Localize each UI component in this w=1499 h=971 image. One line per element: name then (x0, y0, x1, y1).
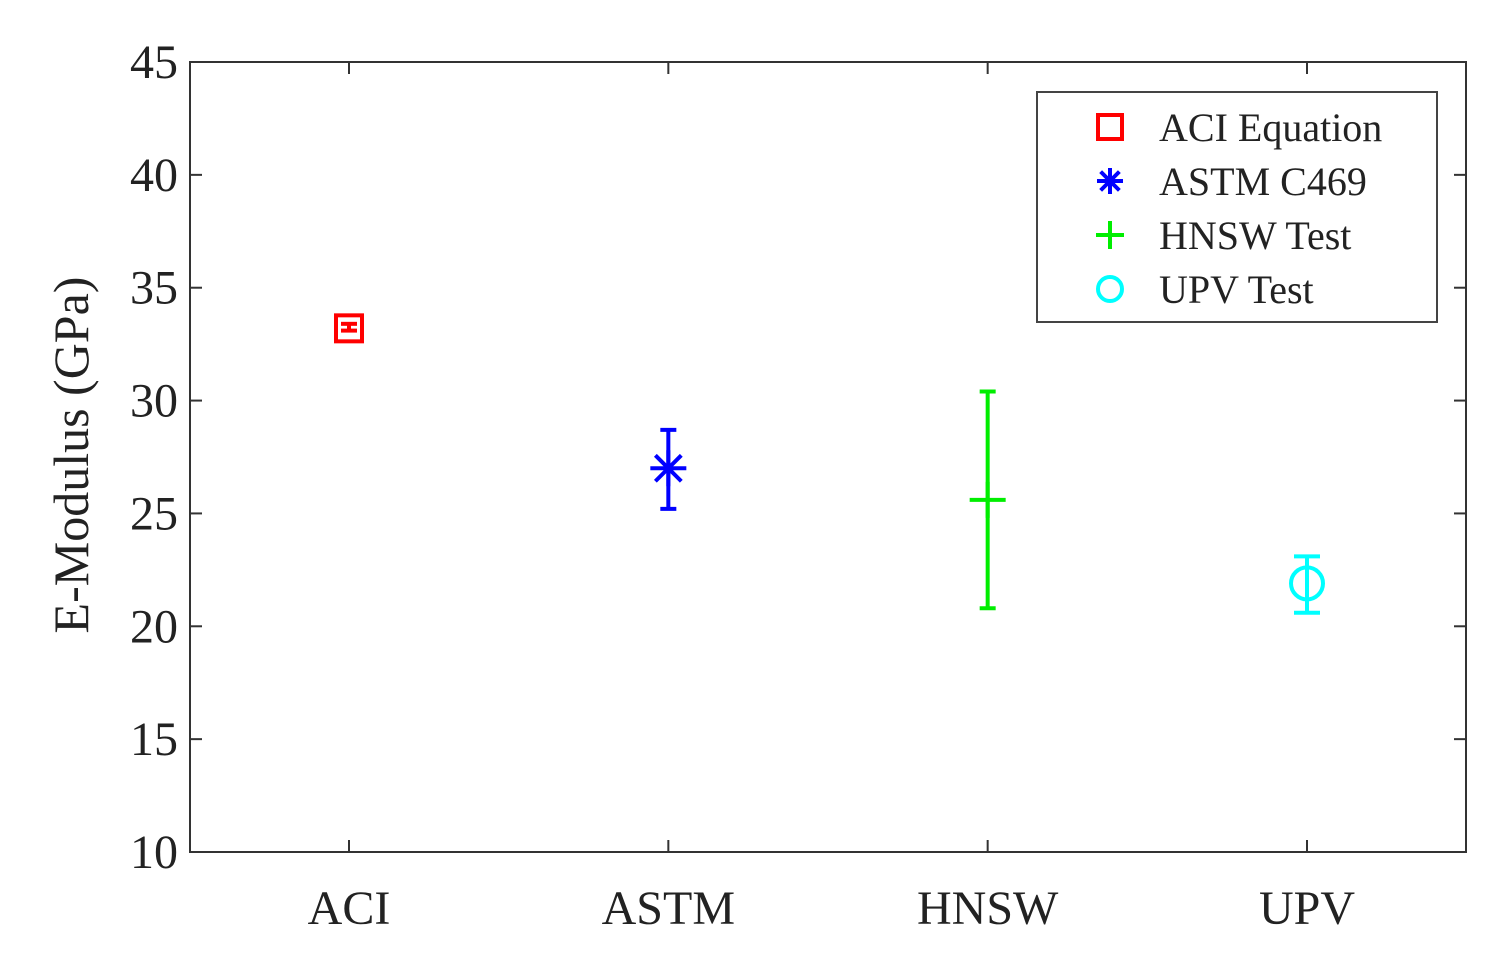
y-tick-label: 25 (130, 487, 178, 540)
x-tick-label: ASTM (602, 882, 735, 935)
legend-label: HNSW Test (1159, 213, 1351, 258)
y-tick-label: 30 (130, 375, 178, 428)
y-tick-label: 20 (130, 600, 178, 653)
y-tick-label: 10 (130, 826, 178, 879)
data-point-aci (334, 313, 364, 344)
y-tick-label: 40 (130, 149, 178, 202)
legend-item: HNSW Test (1096, 213, 1351, 258)
series-upv (1289, 554, 1325, 615)
legend-item: ASTM C469 (1097, 159, 1367, 204)
y-tick-label: 45 (130, 36, 178, 89)
legend-label: ACI Equation (1159, 105, 1382, 150)
y-tick-label: 35 (130, 262, 178, 315)
legend-item: ACI Equation (1096, 105, 1382, 150)
series-aci (334, 313, 364, 344)
data-point-upv (1289, 565, 1325, 602)
series-astm (650, 427, 687, 511)
data-point-hnsw (969, 481, 1006, 518)
y-tick-label: 15 (130, 713, 178, 766)
legend-item: UPV Test (1096, 267, 1314, 312)
legend-box (1036, 91, 1438, 323)
x-tick-label: HNSW (917, 882, 1059, 935)
series-hnsw (969, 389, 1006, 611)
data-point-astm (650, 450, 687, 487)
y-axis-title: E-Modulus (GPa) (43, 277, 99, 634)
plot-axes (189, 61, 1467, 853)
axis-ticks: 10 15 20 25 30 35 40 45 ACI ASTM HNSW UPV (130, 36, 1466, 935)
legend-label: ASTM C469 (1159, 159, 1367, 204)
legend: ACI Equation ASTM C469 HNSW Test UPV Test (1036, 91, 1438, 323)
x-tick-label: UPV (1259, 882, 1355, 935)
data-marks (334, 313, 1325, 615)
legend-label: UPV Test (1159, 267, 1314, 312)
legend-marker (1096, 113, 1124, 141)
plot-frame (189, 61, 1467, 853)
legend-marker (1096, 221, 1124, 249)
legend-marker (1096, 275, 1124, 303)
x-tick-label: ACI (308, 882, 391, 935)
legend-marker (1097, 168, 1123, 194)
